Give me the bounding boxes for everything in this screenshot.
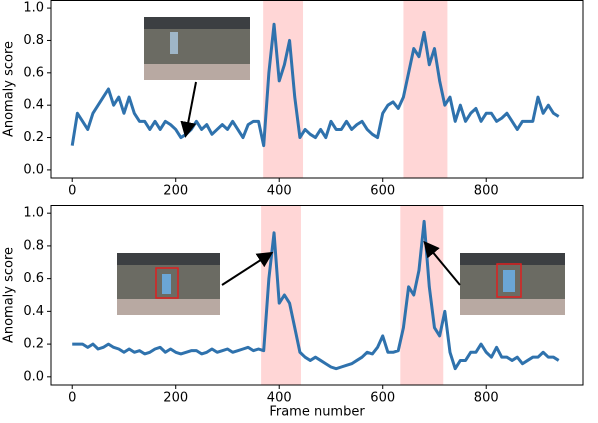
x-tick-label: 800 [474,391,499,406]
highlight-span [263,0,304,178]
y-tick-label: 0.0 [23,162,44,177]
x-tick-label: 200 [163,391,188,406]
y-tick-label: 1.0 [23,1,44,16]
y-axis-label: Anomaly score [2,247,17,343]
arrow [180,81,197,138]
y-tick-label: 0.8 [23,33,44,48]
arrow [423,240,461,286]
x-tick-label: 600 [370,391,395,406]
x-tick-label: 200 [163,184,188,199]
plots: 0.0 0.2 0.4 0.6 0.8 1.0 0 200 400 600 800 Anomaly s… [2,0,584,420]
x-tick-label: 0 [68,391,76,406]
x-tick-label: 400 [267,391,292,406]
y-tick-label: 0.6 [23,271,44,286]
inset-image [144,17,250,80]
y-tick-label: 0.2 [23,337,44,352]
y-tick-label: 0.0 [23,369,44,384]
axes-frame [50,0,584,179]
axes-frame [50,205,584,386]
y-tick-label: 0.4 [23,98,44,113]
inset-image [117,253,220,315]
x-tick-label: 600 [370,184,395,199]
inset-image [460,253,565,315]
x-axis-label: Frame number [269,405,365,420]
score-line [70,22,560,148]
y-tick-label: 0.6 [23,65,44,80]
x-tick-label: 0 [68,184,76,199]
arrow [221,251,274,286]
y-axis-label: Anomaly score [2,41,17,137]
y-tick-label: 0.8 [23,238,44,253]
x-tick-label: 400 [267,184,292,199]
score-line [72,219,560,371]
y-tick-label: 1.0 [23,206,44,221]
y-tick-label: 0.4 [23,304,44,319]
y-tick-label: 0.2 [23,130,44,145]
x-tick-label: 800 [474,184,499,199]
insets [117,17,565,315]
